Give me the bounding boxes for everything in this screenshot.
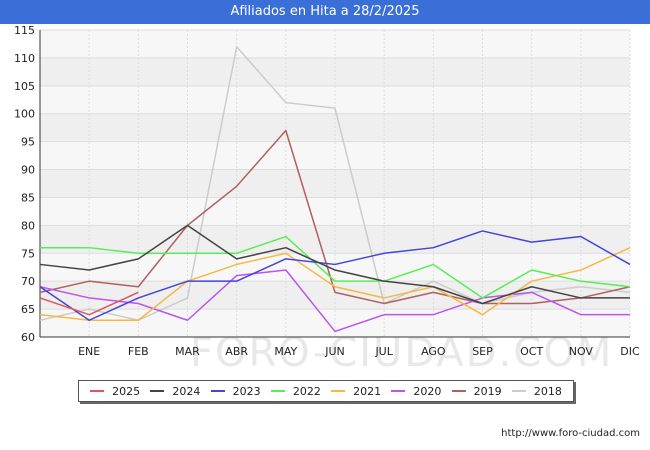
series-line-2023 bbox=[39, 230, 631, 322]
y-tick-label: 115 bbox=[14, 24, 35, 37]
legend-item-2018: 2018 bbox=[511, 384, 562, 398]
legend-item-2025: 2025 bbox=[90, 385, 140, 398]
footer-url: http://www.foro-ciudad.com bbox=[501, 428, 640, 439]
legend-item-2019: 2019 bbox=[451, 384, 502, 398]
x-tick-label: JUL bbox=[374, 345, 393, 358]
legend-swatch bbox=[331, 390, 346, 392]
legend-label: 2022 bbox=[292, 384, 321, 398]
y-tick-label: 60 bbox=[21, 331, 35, 344]
y-tick-label: 95 bbox=[21, 136, 35, 149]
y-tick-label: 110 bbox=[14, 52, 35, 65]
legend-swatch bbox=[391, 390, 406, 392]
legend-label: 2023 bbox=[232, 384, 261, 398]
y-tick-label: 75 bbox=[21, 247, 35, 260]
series-line-2022 bbox=[40, 235, 631, 299]
x-tick-label: JUN bbox=[324, 345, 345, 358]
series-line-2025 bbox=[39, 291, 139, 316]
x-tick-label: MAR bbox=[175, 345, 200, 358]
x-tick-label: AGO bbox=[421, 345, 446, 358]
y-tick-label: 85 bbox=[21, 191, 35, 204]
legend-swatch bbox=[270, 390, 285, 392]
x-tick-label: SEP bbox=[472, 345, 493, 358]
legend-item-2023: 2023 bbox=[210, 384, 261, 398]
series-lines bbox=[39, 45, 631, 333]
legend-item-2021: 2021 bbox=[331, 385, 381, 398]
y-tick-label: 65 bbox=[21, 303, 35, 316]
legend-swatch bbox=[150, 390, 165, 392]
legend-label: 2020 bbox=[413, 384, 442, 398]
legend-label: 2018 bbox=[533, 384, 562, 398]
x-tick-label: NOV bbox=[569, 345, 594, 358]
y-tick-label: 105 bbox=[14, 80, 35, 93]
legend-swatch bbox=[511, 390, 526, 392]
legend-item-2024: 2024 bbox=[150, 385, 200, 398]
y-tick-label: 100 bbox=[14, 108, 35, 121]
chart-title: Afiliados en Hita a 28/2/2025 bbox=[230, 4, 420, 19]
y-tick-label: 70 bbox=[21, 275, 35, 288]
x-tick-label: MAY bbox=[274, 345, 297, 358]
x-tick-label: ABR bbox=[225, 345, 248, 358]
axes: 60 65 70 75 80 85 90 95 100 105 110 115 ENE FEB MAR ABR… bbox=[14, 24, 640, 358]
legend-swatch bbox=[90, 390, 105, 392]
legend-swatch bbox=[451, 390, 466, 392]
legend-label: 2019 bbox=[473, 384, 502, 398]
y-tick-label: 80 bbox=[21, 219, 35, 232]
legend-swatch bbox=[210, 390, 225, 392]
legend: 2025 2024 2023 2022 2021 2020 2019 2018 bbox=[78, 380, 574, 402]
legend-item-2022: 2022 bbox=[270, 384, 321, 398]
legend-label: 2024 bbox=[172, 384, 201, 398]
y-tick-label: 90 bbox=[21, 164, 35, 177]
x-tick-label: OCT bbox=[520, 345, 543, 358]
legend-label: 2025 bbox=[112, 384, 141, 398]
x-tick-label: ENE bbox=[78, 345, 100, 358]
title-bar bbox=[0, 0, 650, 24]
x-tick-label: FEB bbox=[128, 345, 149, 358]
series-line-2024 bbox=[39, 224, 630, 305]
series-line-2019 bbox=[39, 129, 631, 305]
legend-item-2020: 2020 bbox=[391, 385, 441, 398]
x-tick-label: DIC bbox=[620, 345, 640, 358]
legend-label: 2021 bbox=[353, 384, 382, 398]
series-line-2021 bbox=[39, 247, 631, 322]
series-line-2020 bbox=[39, 269, 630, 333]
